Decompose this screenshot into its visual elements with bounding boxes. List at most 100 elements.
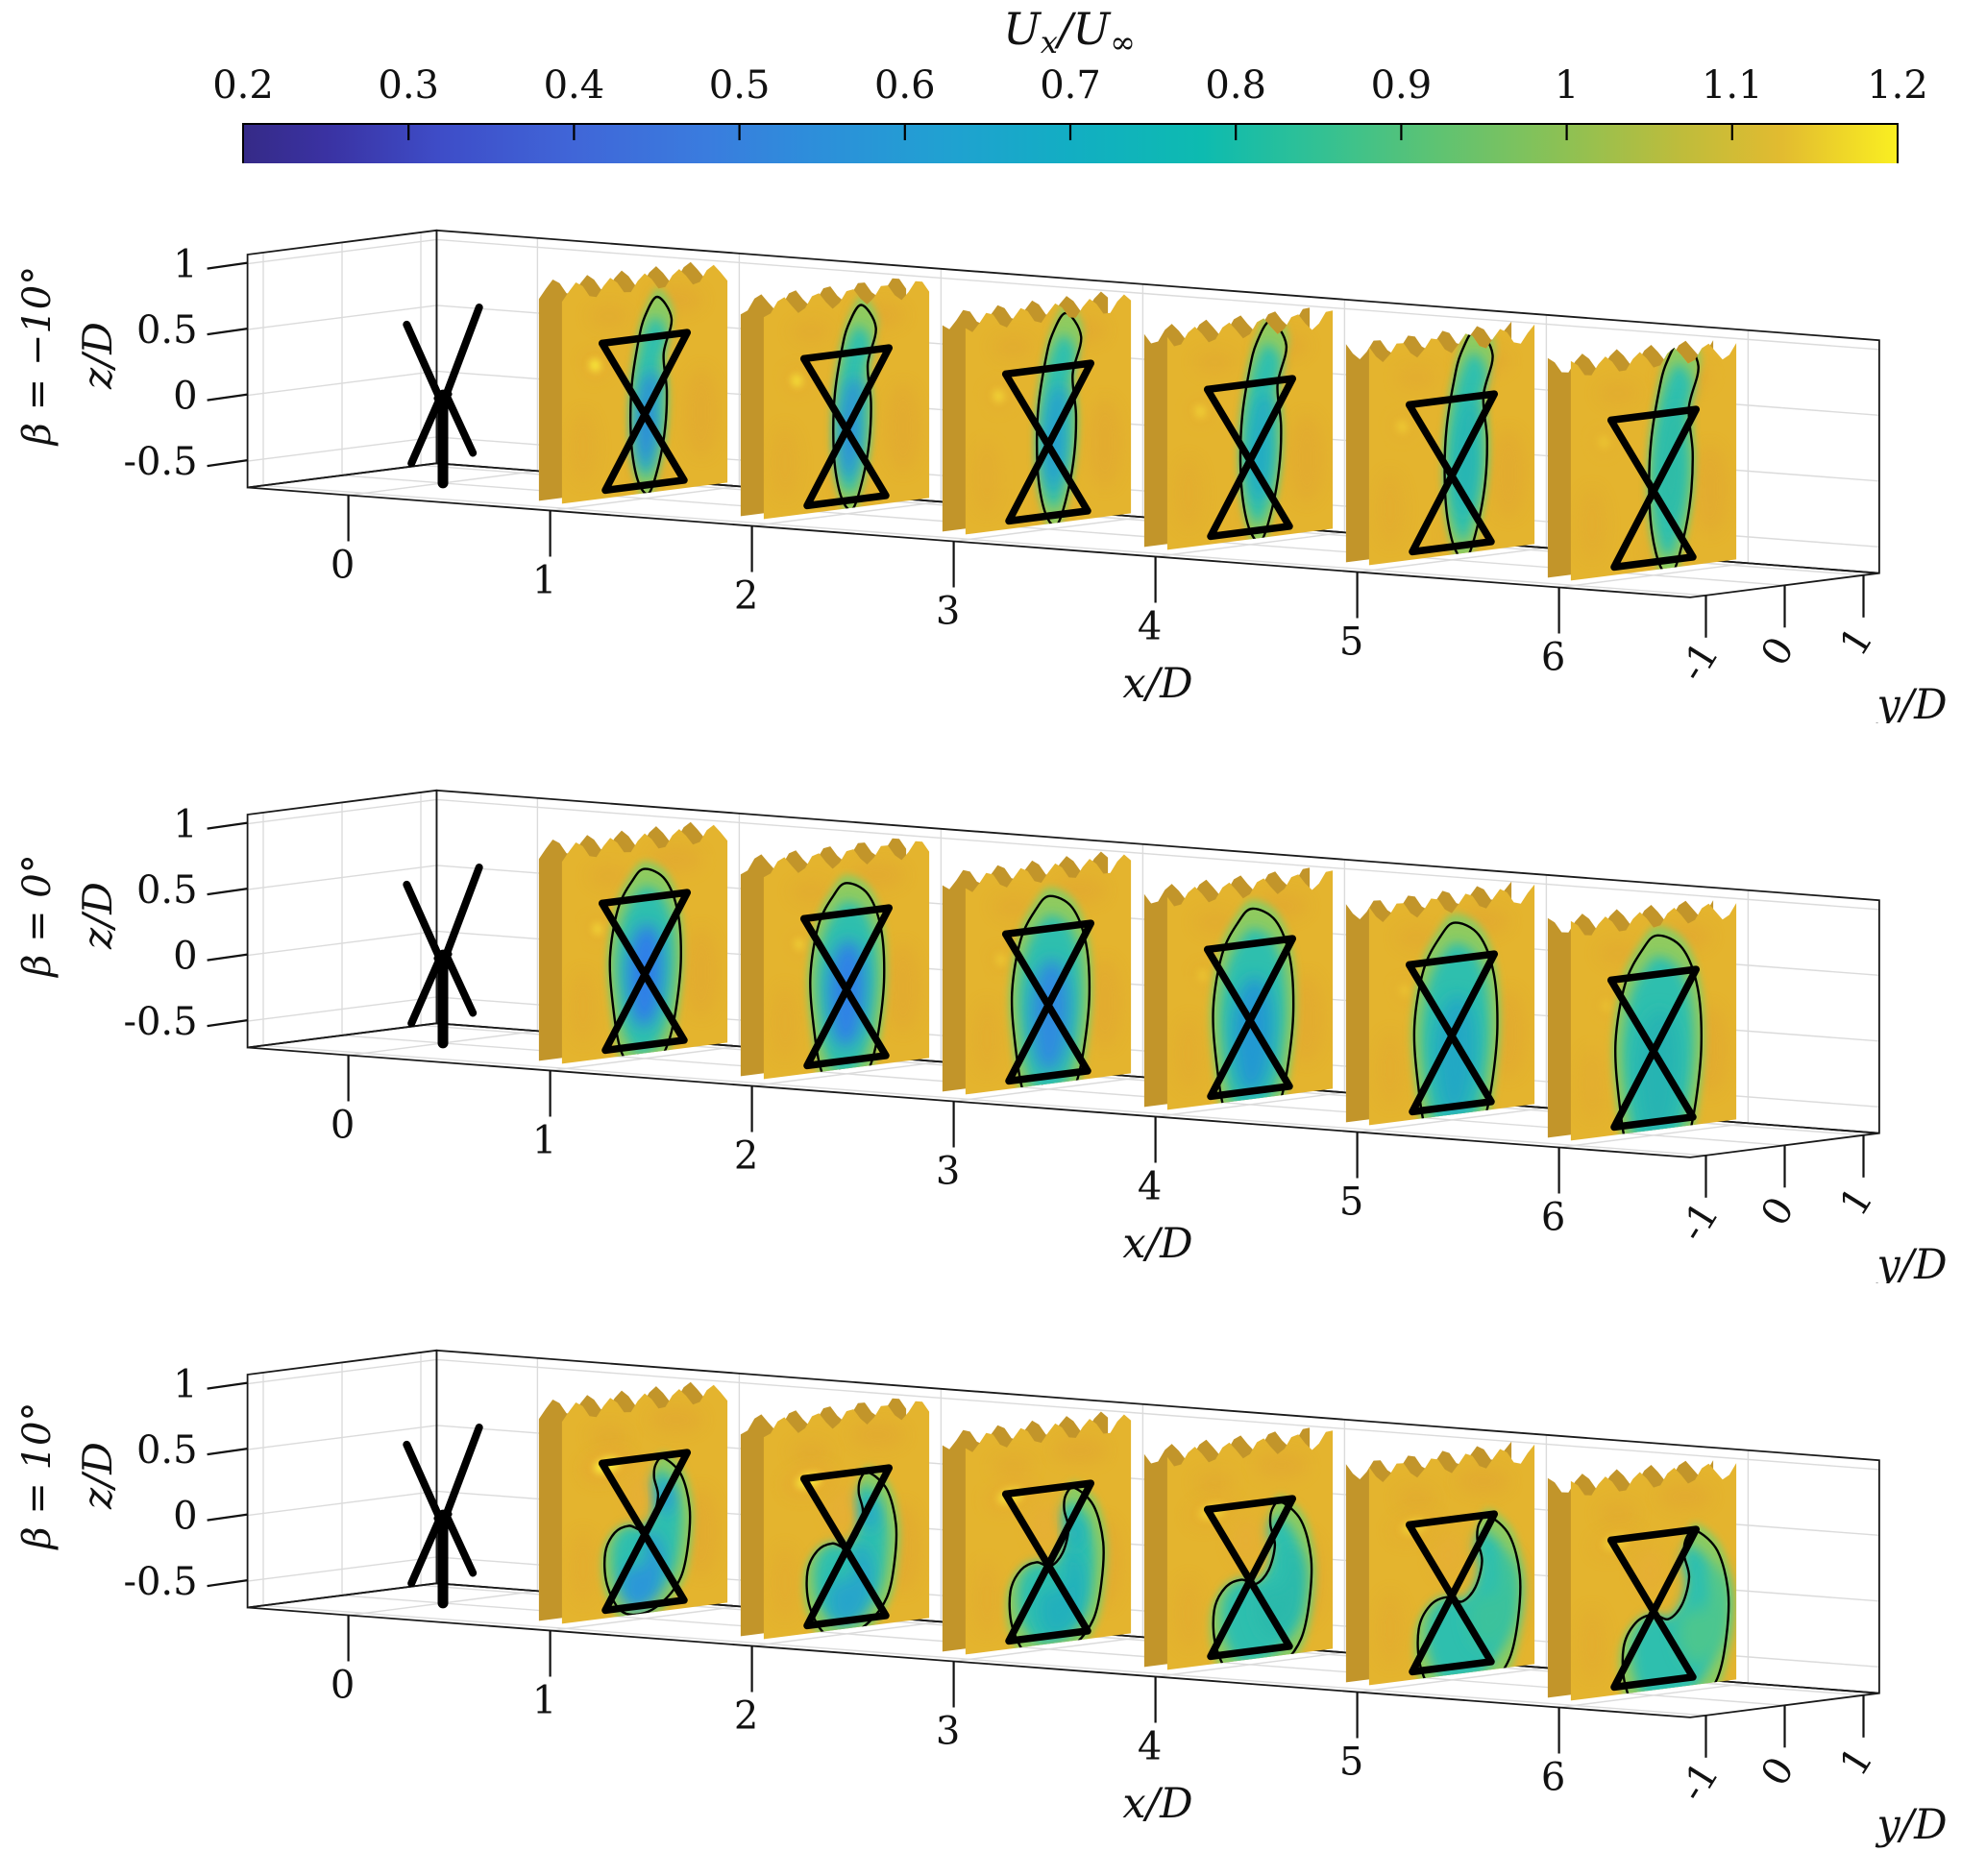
plane-mottle bbox=[1174, 1576, 1203, 1650]
plane-mottle bbox=[1395, 365, 1437, 390]
z-tick bbox=[207, 1381, 248, 1390]
plane-mottle bbox=[1456, 1468, 1510, 1495]
z-tick bbox=[207, 1513, 248, 1522]
turbine-member bbox=[443, 864, 483, 958]
z-tick bbox=[207, 1448, 248, 1456]
x-tick-label: 5 bbox=[1339, 1181, 1363, 1225]
plane-mottle bbox=[790, 879, 832, 904]
rotor-projection-outline bbox=[598, 329, 692, 495]
plane-mottle bbox=[1657, 1483, 1712, 1510]
rotor-projection-outline bbox=[1001, 359, 1095, 525]
speedup-spot bbox=[993, 389, 1005, 403]
wake-contour bbox=[1614, 934, 1703, 1141]
z-tick-label: -0.5 bbox=[123, 1560, 197, 1604]
turbine-member bbox=[407, 398, 443, 468]
panel-beta-0: 0 1 2 3 4 5 6 -1 0 110.50-0.5x/D y/Dz/Dβ = 0° bbox=[15, 789, 1948, 1283]
slice-x5 bbox=[1345, 881, 1535, 1126]
x-tick-label: 1 bbox=[532, 559, 556, 603]
rotor-projection-outline bbox=[598, 1449, 692, 1615]
speedup-spot bbox=[1601, 1000, 1611, 1012]
y-tick-label: 0 bbox=[1753, 1749, 1802, 1793]
grid-line bbox=[247, 238, 437, 265]
plane-mottle bbox=[569, 410, 598, 484]
colorbar-tick-label: 1.1 bbox=[1702, 63, 1763, 108]
z-tick bbox=[207, 261, 248, 270]
plane-mottle bbox=[1088, 398, 1123, 488]
grid-line bbox=[247, 798, 437, 825]
plane-mottle bbox=[588, 864, 630, 889]
x-axis-label: x/D bbox=[1122, 660, 1192, 708]
x-tick-label: 4 bbox=[1138, 605, 1162, 649]
plane-mottle bbox=[790, 319, 832, 344]
plane-mottle bbox=[1376, 1592, 1405, 1666]
z-tick bbox=[207, 888, 248, 896]
x-tick-label: 4 bbox=[1138, 1165, 1162, 1209]
turbine-member bbox=[433, 1511, 453, 1522]
grid-line bbox=[247, 1425, 437, 1450]
plane-mottle bbox=[850, 1422, 905, 1449]
slice-x4 bbox=[1143, 867, 1334, 1110]
rotor-projection-outline bbox=[1606, 1525, 1701, 1692]
plane-mottle bbox=[1289, 413, 1325, 503]
turbine-glyph bbox=[403, 1424, 483, 1609]
plane-mottle bbox=[1491, 428, 1527, 519]
x-tick-label: 5 bbox=[1339, 1741, 1363, 1785]
z-tick-label: 1 bbox=[173, 1363, 197, 1407]
speedup-spot bbox=[1197, 969, 1208, 982]
rotor-projection-outline bbox=[1203, 935, 1297, 1101]
slice-x3 bbox=[942, 1411, 1132, 1655]
plane-mottle bbox=[1289, 973, 1325, 1063]
slice-x6 bbox=[1547, 900, 1737, 1141]
rotor-projection-outline bbox=[799, 1464, 894, 1630]
plane-mottle bbox=[649, 1406, 703, 1433]
z-tick-label: -0.5 bbox=[123, 1000, 197, 1044]
colorbar-tick-label: 0.4 bbox=[544, 63, 605, 108]
colorbar: 0.2 0.3 0.4 0.5 0.6 0.7 0.8 0.9 1 1.1 1.2 Ux/U∞ bbox=[212, 3, 1928, 163]
slice-x5 bbox=[1345, 1441, 1535, 1686]
plane-mottle bbox=[1395, 1485, 1437, 1510]
plane-mottle bbox=[972, 441, 1001, 515]
plane-mottle bbox=[1193, 350, 1236, 375]
plane-mottle bbox=[972, 1561, 1001, 1635]
plane-mottle bbox=[1597, 1500, 1639, 1525]
grid-line bbox=[247, 305, 437, 330]
z-tick-label: 0 bbox=[173, 935, 197, 979]
grid-line bbox=[247, 1556, 437, 1582]
plane-mottle bbox=[1052, 1437, 1107, 1464]
box-edge bbox=[247, 462, 1880, 598]
x-axis-label: x/D bbox=[1122, 1780, 1192, 1828]
rotor-projection-outline bbox=[1405, 390, 1499, 556]
plane-mottle bbox=[1254, 1452, 1309, 1479]
plane-mottle bbox=[1597, 380, 1639, 405]
slice-x3 bbox=[942, 851, 1132, 1095]
z-axis-label: z/D bbox=[74, 322, 121, 390]
z-tick-label: 1 bbox=[173, 803, 197, 847]
plane-mottle bbox=[1193, 910, 1236, 935]
y-tick-label: 1 bbox=[1831, 1180, 1881, 1224]
grid-line bbox=[247, 370, 437, 397]
wake-contour bbox=[1010, 894, 1091, 1095]
rotor-projection-outline bbox=[1203, 1495, 1297, 1661]
plane-mottle bbox=[1193, 1470, 1236, 1495]
plane-mottle bbox=[1432, 1531, 1464, 1579]
wake-contour bbox=[602, 1456, 692, 1617]
turbine-member bbox=[403, 1440, 443, 1521]
x-tick-label: 2 bbox=[734, 1694, 758, 1739]
grid-line bbox=[247, 1358, 437, 1385]
tower-wake-tail bbox=[635, 1054, 640, 1064]
z-tick bbox=[207, 459, 248, 468]
plane-mottle bbox=[850, 862, 905, 889]
grid-line bbox=[247, 436, 437, 462]
rotor-projection-outline bbox=[598, 889, 692, 1055]
grid-line bbox=[247, 865, 437, 890]
turbine-member bbox=[407, 958, 443, 1028]
y-axis-label: y/D bbox=[1875, 681, 1947, 723]
z-tick bbox=[207, 1019, 248, 1028]
colorbar-tick-label: 0.8 bbox=[1205, 63, 1266, 108]
grid-line bbox=[436, 798, 1879, 911]
speedup-spot bbox=[592, 923, 602, 936]
plane-mottle bbox=[1230, 1516, 1263, 1564]
wake-core bbox=[827, 1543, 873, 1626]
z-tick bbox=[207, 328, 248, 336]
x-tick-label: 6 bbox=[1541, 1196, 1565, 1240]
